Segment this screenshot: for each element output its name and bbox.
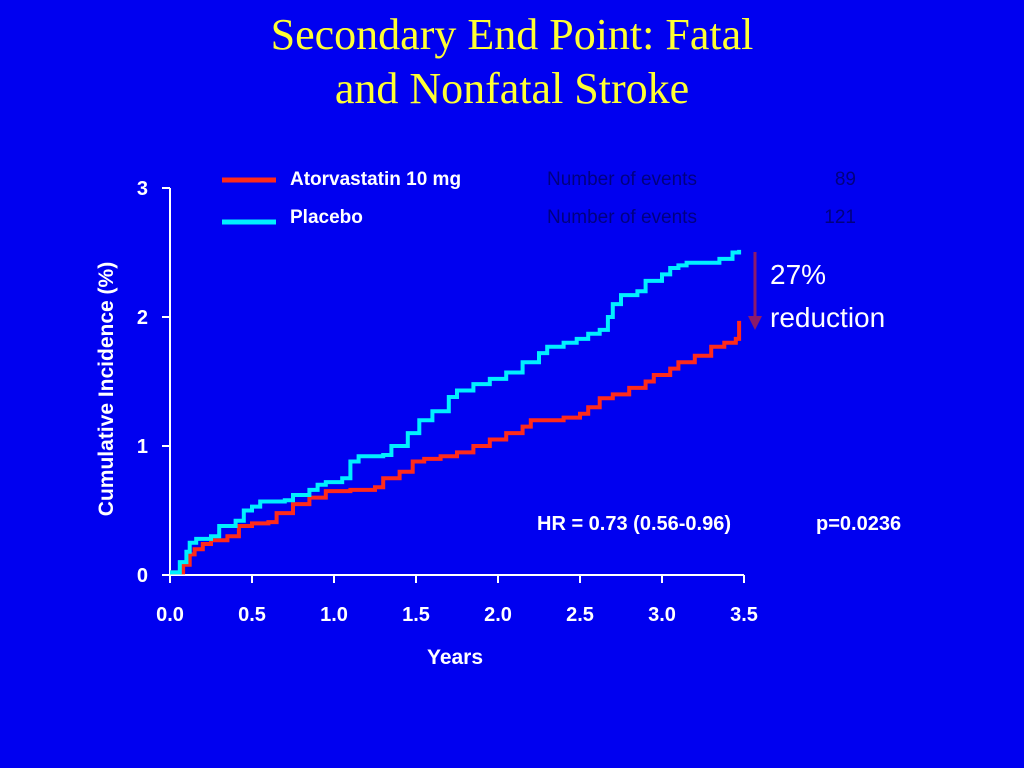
p-value: p=0.0236 (816, 513, 901, 535)
chart-axes: 0.0 0.5 1.0 1.5 2.0 2.5 3.0 3.5 0 1 2 3 (137, 178, 758, 626)
legend: Atorvastatin 10 mg Number of events 89 P… (222, 169, 856, 228)
reduction-annotation: 27% reduction (748, 252, 885, 333)
events-count-placebo: 121 (824, 207, 856, 228)
y-tick-label: 1 (137, 436, 148, 458)
events-count-atorvastatin: 89 (835, 169, 856, 190)
reduction-arrow-head (748, 316, 762, 330)
events-label-placebo: Number of events (547, 207, 697, 228)
slide-title: Secondary End Point: Fatal and Nonfatal … (0, 8, 1024, 116)
y-axis-title: Cumulative Incidence (%) (95, 262, 118, 516)
y-tick-label: 0 (137, 565, 148, 587)
hazard-ratio: HR = 0.73 (0.56-0.96) (537, 513, 731, 535)
x-tick-label: 1.0 (320, 604, 348, 626)
events-label-atorvastatin: Number of events (547, 169, 697, 190)
series-line-placebo (170, 249, 742, 575)
chart-series (170, 249, 742, 575)
series-line-atorvastatin (170, 320, 742, 575)
legend-label-atorvastatin: Atorvastatin 10 mg (290, 169, 461, 190)
x-tick-label: 2.0 (484, 604, 512, 626)
legend-label-placebo: Placebo (290, 207, 363, 228)
reduction-label: reduction (770, 302, 885, 333)
x-tick-label: 2.5 (566, 604, 594, 626)
x-tick-label: 3.5 (730, 604, 758, 626)
slide-title-line1: Secondary End Point: Fatal (270, 10, 754, 59)
x-tick-label: 1.5 (402, 604, 430, 626)
x-tick-label: 3.0 (648, 604, 676, 626)
x-tick-label: 0.0 (156, 604, 184, 626)
y-tick-label: 2 (137, 307, 148, 329)
x-axis-title: Years (427, 646, 483, 669)
x-tick-label: 0.5 (238, 604, 266, 626)
reduction-percent: 27% (770, 259, 826, 290)
slide-title-line2: and Nonfatal Stroke (334, 64, 690, 113)
y-tick-label: 3 (137, 178, 148, 200)
